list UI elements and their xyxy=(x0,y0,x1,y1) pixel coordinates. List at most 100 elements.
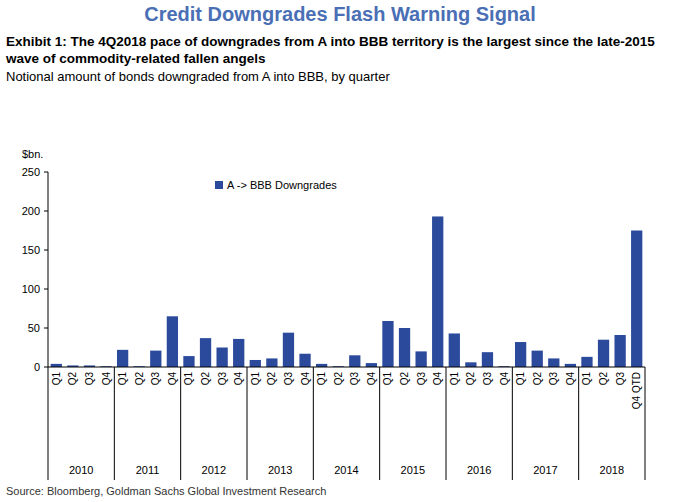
group-label: 2013 xyxy=(268,464,292,476)
y-tick xyxy=(44,250,48,251)
y-tick xyxy=(44,328,48,329)
group-separator xyxy=(180,367,181,480)
y-tick xyxy=(44,211,48,212)
bar xyxy=(167,316,178,367)
bar xyxy=(631,231,642,368)
y-tick-label: 100 xyxy=(22,283,40,295)
x-tick-label: Q2 xyxy=(532,372,543,386)
group-label: 2017 xyxy=(533,464,557,476)
x-tick-label: Q1 xyxy=(183,372,194,386)
x-tick-label: Q1 xyxy=(250,372,261,386)
x-tick-label: Q3 xyxy=(482,372,493,386)
x-tick-label: Q4 xyxy=(101,372,112,386)
x-tick-label: Q3 xyxy=(548,372,559,386)
bar xyxy=(449,333,460,367)
group-separator xyxy=(48,367,49,480)
x-tick-label: Q4 xyxy=(300,372,311,386)
x-tick-label: Q3 xyxy=(84,372,95,386)
y-tick xyxy=(44,172,48,173)
bar xyxy=(299,354,310,367)
group-label: 2016 xyxy=(467,464,491,476)
bar xyxy=(382,321,393,367)
bar xyxy=(515,342,526,367)
x-tick-label: Q1 xyxy=(515,372,526,386)
x-tick-label: Q2 xyxy=(67,372,78,386)
x-tick-label: Q2 xyxy=(266,372,277,386)
y-axis xyxy=(48,172,49,367)
x-tick-label: Q2 xyxy=(333,372,344,386)
bar xyxy=(415,351,426,367)
bar xyxy=(250,360,261,367)
group-label: 2015 xyxy=(401,464,425,476)
x-tick-label: Q4 QTD xyxy=(631,372,642,409)
title: Credit Downgrades Flash Warning Signal xyxy=(6,3,674,26)
subtitle: Exhibit 1: The 4Q2018 pace of downgrades… xyxy=(6,33,674,67)
source: Source: Bloomberg, Goldman Sachs Global … xyxy=(6,485,674,497)
bar xyxy=(614,335,625,367)
group-separator xyxy=(512,367,513,480)
group-separator xyxy=(114,367,115,480)
bar xyxy=(266,358,277,367)
bar xyxy=(581,357,592,367)
x-tick-label: Q1 xyxy=(449,372,460,386)
bar xyxy=(117,350,128,367)
group-separator xyxy=(313,367,314,480)
x-tick-label: Q1 xyxy=(581,372,592,386)
x-tick-label: Q4 xyxy=(432,372,443,386)
bar xyxy=(482,352,493,367)
x-axis xyxy=(48,367,645,368)
bar xyxy=(432,216,443,367)
x-tick-label: Q2 xyxy=(200,372,211,386)
x-tick-label: Q3 xyxy=(150,372,161,386)
bar xyxy=(150,351,161,367)
legend-swatch xyxy=(215,181,223,189)
y-tick xyxy=(44,289,48,290)
group-separator xyxy=(379,367,380,480)
x-tick-label: Q3 xyxy=(615,372,626,386)
bar xyxy=(598,340,609,367)
group-separator xyxy=(446,367,447,480)
description: Notional amount of bonds downgraded from… xyxy=(6,69,674,85)
x-tick-label: Q1 xyxy=(117,372,128,386)
group-label: 2011 xyxy=(136,464,160,476)
y-tick-label: 50 xyxy=(28,322,40,334)
bar xyxy=(465,362,476,367)
y-axis-label: $bn. xyxy=(22,148,43,160)
group-separator xyxy=(645,367,646,480)
x-tick-label: Q4 xyxy=(366,372,377,386)
bar xyxy=(349,355,360,367)
x-tick-label: Q2 xyxy=(598,372,609,386)
x-tick-label: Q2 xyxy=(465,372,476,386)
x-tick-label: Q2 xyxy=(134,372,145,386)
x-tick-label: Q1 xyxy=(316,372,327,386)
y-tick-label: 150 xyxy=(22,244,40,256)
bar xyxy=(216,348,227,368)
bar xyxy=(366,363,377,367)
group-label: 2018 xyxy=(600,464,624,476)
x-tick-label: Q3 xyxy=(217,372,228,386)
x-tick-label: Q3 xyxy=(349,372,360,386)
bar xyxy=(532,351,543,367)
x-tick-label: Q4 xyxy=(167,372,178,386)
y-tick-label: 200 xyxy=(22,205,40,217)
bar xyxy=(200,338,211,367)
x-tick-label: Q4 xyxy=(565,372,576,386)
group-label: 2014 xyxy=(334,464,358,476)
bars xyxy=(51,216,643,367)
x-tick-label: Q2 xyxy=(399,372,410,386)
x-tick-label: Q1 xyxy=(382,372,393,386)
y-tick-label: 0 xyxy=(34,361,40,373)
x-tick-label: Q1 xyxy=(51,372,62,386)
y-tick xyxy=(44,367,48,368)
x-tick-label: Q3 xyxy=(283,372,294,386)
group-label: 2012 xyxy=(202,464,226,476)
x-tick-label: Q4 xyxy=(499,372,510,386)
x-tick-label: Q3 xyxy=(416,372,427,386)
bar xyxy=(233,339,244,367)
y-tick-label: 250 xyxy=(22,166,40,178)
bar xyxy=(283,333,294,367)
x-tick-label: Q4 xyxy=(233,372,244,386)
group-separator xyxy=(578,367,579,480)
bar xyxy=(399,328,410,367)
group-separator xyxy=(247,367,248,480)
